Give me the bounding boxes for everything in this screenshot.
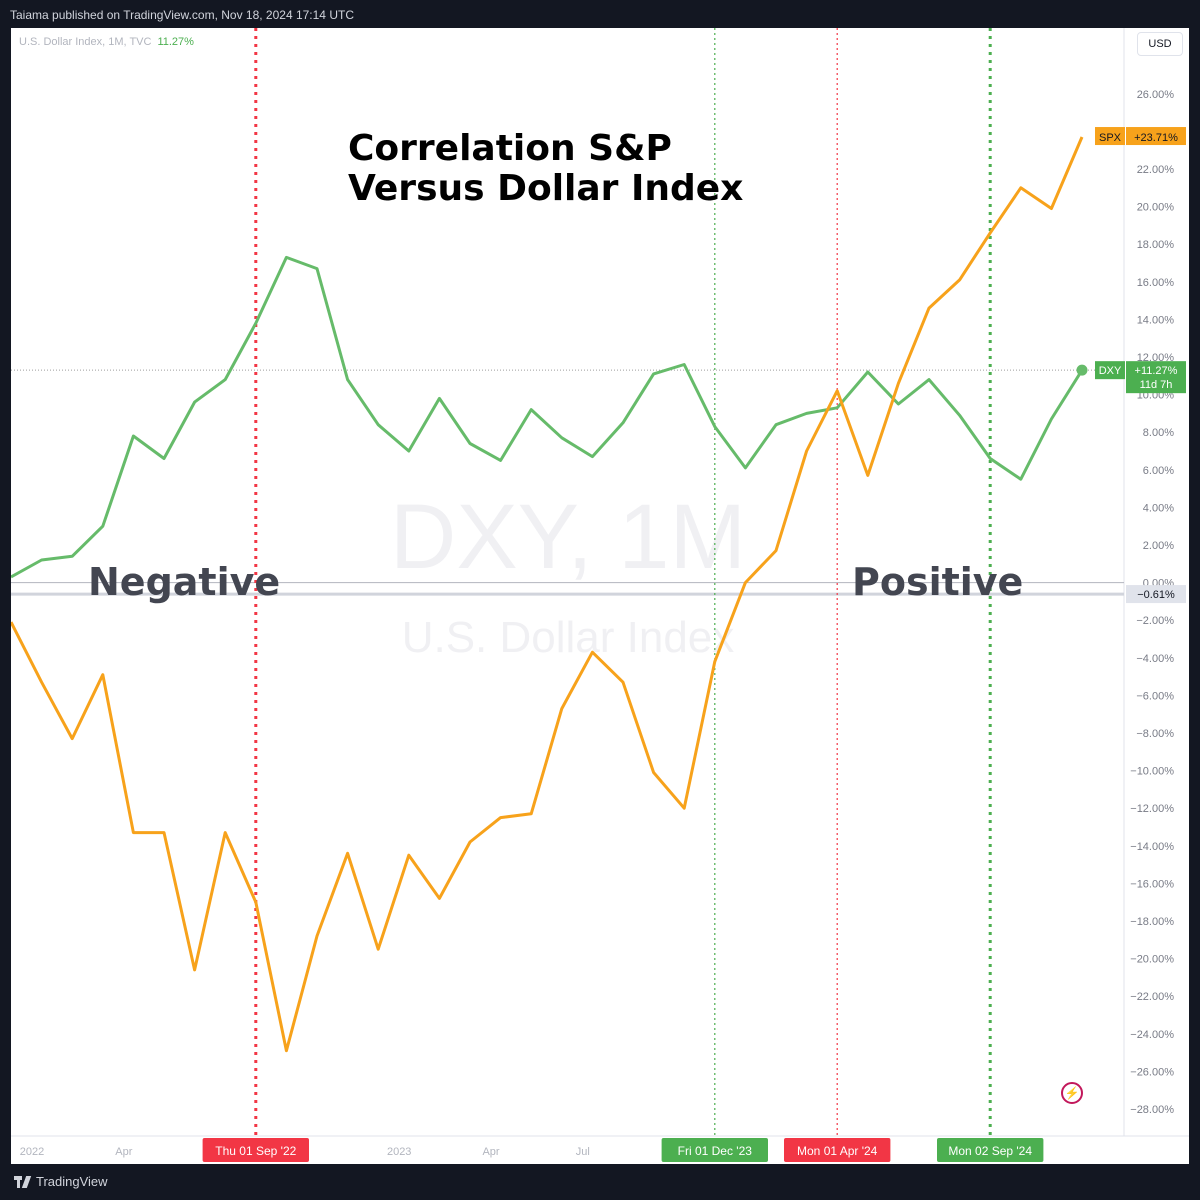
lightning-icon[interactable]: ⚡ bbox=[1061, 1082, 1083, 1104]
y-tick-label: 14.00% bbox=[1137, 314, 1175, 326]
y-tick-label: 2.00% bbox=[1143, 540, 1174, 552]
tradingview-logo[interactable]: TradingView bbox=[14, 1174, 108, 1189]
y-tick-label: 22.00% bbox=[1137, 164, 1175, 176]
series-legend[interactable]: U.S. Dollar Index, 1M, TVC 11.27% bbox=[19, 36, 194, 48]
y-tick-label: −22.00% bbox=[1130, 991, 1174, 1003]
y-tick-label: −14.00% bbox=[1130, 841, 1174, 853]
y-tick-label: 6.00% bbox=[1143, 465, 1174, 477]
y-tick-label: −20.00% bbox=[1130, 954, 1174, 966]
footer-bar: TradingView bbox=[0, 1164, 1200, 1200]
legend-change: 11.27% bbox=[157, 36, 194, 48]
dxy-value-label: +11.27% bbox=[1135, 365, 1178, 377]
y-tick-label: −12.00% bbox=[1130, 803, 1174, 815]
x-tick-label: Jul bbox=[576, 1146, 590, 1158]
vertical-marker-label: Mon 01 Apr '24 bbox=[797, 1144, 878, 1158]
vertical-marker-badge bbox=[661, 1138, 768, 1162]
y-tick-label: 12.00% bbox=[1137, 352, 1175, 364]
footer-brand: TradingView bbox=[36, 1174, 108, 1189]
y-tick-label: −2.00% bbox=[1136, 615, 1174, 627]
spx-line bbox=[11, 136, 1084, 1053]
vertical-marker-badge bbox=[202, 1138, 309, 1162]
publish-header: Taiama published on TradingView.com, Nov… bbox=[0, 0, 1200, 28]
watermark-name: U.S. Dollar Index bbox=[402, 613, 735, 662]
dxy-line bbox=[11, 255, 1084, 579]
y-tick-label: −18.00% bbox=[1130, 916, 1174, 928]
dxy-name-badge bbox=[1095, 361, 1125, 380]
y-tick-label: 26.00% bbox=[1137, 89, 1175, 101]
current-value-label: −0.61% bbox=[1137, 589, 1175, 601]
currency-button[interactable]: USD bbox=[1137, 32, 1183, 56]
vertical-marker-badge bbox=[784, 1138, 891, 1162]
x-tick-label: Apr bbox=[482, 1146, 499, 1158]
vertical-marker-label: Fri 01 Dec '23 bbox=[678, 1144, 753, 1158]
y-tick-label: −6.00% bbox=[1136, 690, 1174, 702]
dxy-value-badge bbox=[1126, 361, 1186, 394]
dxy-name-label: DXY bbox=[1099, 365, 1122, 377]
spx-value-badge bbox=[1126, 127, 1186, 146]
annotation-negative: Negative bbox=[88, 560, 280, 604]
y-tick-label: −24.00% bbox=[1130, 1029, 1174, 1041]
y-tick-label: −10.00% bbox=[1130, 766, 1174, 778]
dxy-last-point bbox=[1076, 364, 1088, 376]
watermark-ticker: DXY, 1M bbox=[390, 486, 746, 588]
legend-symbol: U.S. Dollar Index, 1M, TVC bbox=[19, 36, 152, 48]
y-tick-label: −8.00% bbox=[1136, 728, 1174, 740]
annotation-positive: Positive bbox=[852, 560, 1023, 604]
y-tick-label: 4.00% bbox=[1143, 502, 1174, 514]
y-tick-label: −16.00% bbox=[1130, 878, 1174, 890]
dxy-countdown-label: 11d 7h bbox=[1140, 379, 1173, 391]
vertical-marker-label: Thu 01 Sep '22 bbox=[215, 1144, 296, 1158]
spx-name-label: SPX bbox=[1099, 132, 1122, 144]
y-tick-label: −4.00% bbox=[1136, 653, 1174, 665]
y-tick-label: −28.00% bbox=[1130, 1104, 1174, 1116]
y-tick-label: 18.00% bbox=[1137, 239, 1175, 251]
y-tick-label: −26.00% bbox=[1130, 1066, 1174, 1078]
series-group bbox=[11, 136, 1084, 1053]
annotation-title-line2: Versus Dollar Index bbox=[348, 168, 743, 209]
current-value-badge bbox=[1126, 585, 1186, 604]
x-tick-label: Apr bbox=[115, 1146, 132, 1158]
vertical-marker-label: Mon 02 Sep '24 bbox=[948, 1144, 1032, 1158]
x-tick-label: 2022 bbox=[20, 1146, 44, 1158]
annotation-title-line1: Correlation S&P bbox=[348, 128, 672, 169]
y-tick-label: 8.00% bbox=[1143, 427, 1174, 439]
y-tick-label: 20.00% bbox=[1137, 202, 1175, 214]
y-tick-label: 16.00% bbox=[1137, 277, 1175, 289]
spx-value-label: +23.71% bbox=[1134, 132, 1178, 144]
x-tick-label: 2023 bbox=[387, 1146, 411, 1158]
tradingview-mark-icon bbox=[14, 1175, 32, 1188]
vertical-marker-badge bbox=[937, 1138, 1044, 1162]
publish-info: Taiama published on TradingView.com, Nov… bbox=[10, 8, 354, 22]
chart-area[interactable]: U.S. Dollar Index, 1M, TVC 11.27% USD bbox=[11, 28, 1189, 1164]
spx-name-badge bbox=[1095, 127, 1125, 146]
